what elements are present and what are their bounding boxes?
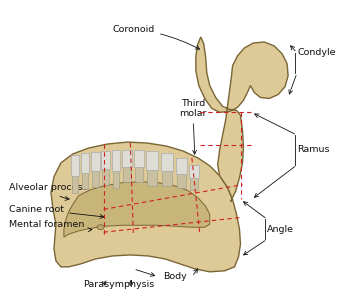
Bar [190, 165, 199, 178]
Text: Parasymphysis: Parasymphysis [83, 280, 154, 289]
Text: Condyle: Condyle [297, 48, 336, 57]
Bar [92, 171, 99, 187]
Text: Alveolar process: Alveolar process [9, 183, 88, 200]
Bar [112, 150, 120, 171]
Bar [134, 150, 144, 167]
Bar [91, 152, 100, 171]
Ellipse shape [97, 225, 104, 230]
Bar [71, 155, 79, 176]
Text: Angle: Angle [267, 225, 294, 234]
Bar [146, 151, 158, 170]
Text: Third
molar: Third molar [179, 99, 207, 154]
Bar [147, 170, 157, 186]
Text: Mental foramen: Mental foramen [9, 220, 92, 232]
Bar [135, 167, 143, 182]
Bar [177, 174, 186, 188]
Text: Ramus: Ramus [297, 145, 330, 154]
Bar [122, 150, 132, 167]
Polygon shape [51, 142, 240, 272]
Bar [123, 167, 131, 182]
Polygon shape [64, 182, 210, 237]
Bar [82, 173, 88, 189]
Bar [161, 171, 172, 186]
Bar [176, 158, 187, 174]
Bar [161, 153, 173, 171]
Bar [190, 178, 198, 190]
Bar [101, 151, 110, 169]
Text: Body: Body [163, 272, 187, 281]
Bar [101, 169, 108, 185]
Bar [113, 171, 119, 188]
Bar [72, 176, 78, 193]
Bar [81, 153, 89, 173]
Polygon shape [196, 37, 288, 202]
Text: Coronoid: Coronoid [113, 25, 199, 49]
Text: Canine root: Canine root [9, 205, 104, 218]
